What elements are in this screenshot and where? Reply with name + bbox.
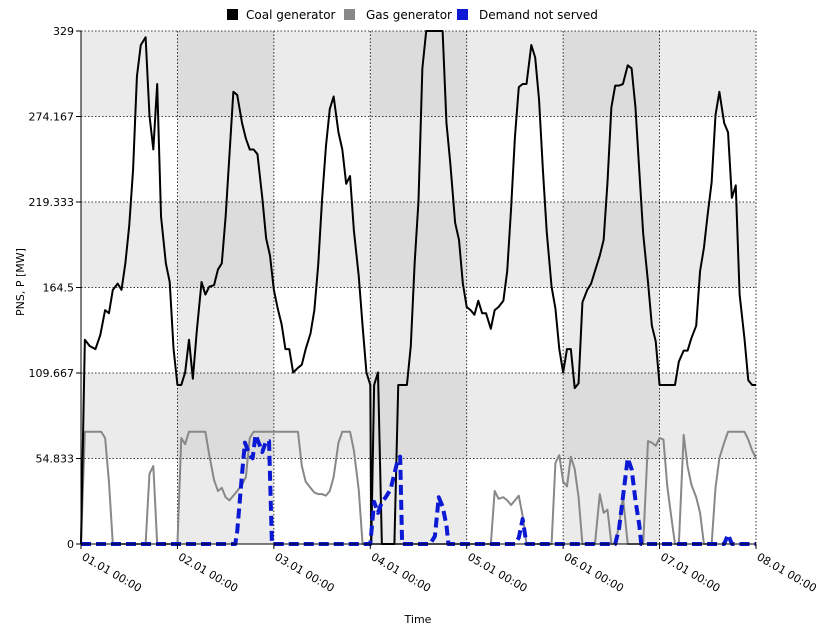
legend: Coal generator Gas generator Demand not … — [227, 8, 598, 22]
legend-item-dns[interactable]: Demand not served — [457, 8, 598, 22]
legend-label-coal: Coal generator — [246, 8, 336, 22]
y-tick-label: 164.5 — [43, 282, 75, 295]
x-axis-title: Time — [404, 613, 432, 626]
series-line-demand-not-served — [81, 432, 756, 546]
legend-label-dns: Demand not served — [479, 8, 598, 22]
y-axis-title: PNS, P [MW] — [14, 248, 27, 316]
legend-swatch-coal — [227, 9, 238, 20]
bg-band-cell — [177, 458, 274, 544]
legend-swatch-gas — [344, 9, 355, 20]
y-tick-label: 109.667 — [29, 367, 75, 380]
y-tick-labels: 0 54.833 109.667 164.5 219.333 274.167 329 — [29, 25, 81, 551]
bg-band-cell — [563, 116, 660, 202]
legend-swatch-dns — [457, 9, 468, 20]
y-tick-label: 329 — [53, 25, 74, 38]
bg-band-cell — [370, 373, 467, 459]
x-tick-label: 04.01 00:00 — [369, 550, 433, 595]
x-tick-label: 07.01 00:00 — [658, 550, 722, 595]
bg-band-cell — [177, 287, 274, 373]
legend-item-coal[interactable]: Coal generator — [227, 8, 336, 22]
x-tick-label: 06.01 00:00 — [562, 550, 626, 595]
x-tick-label: 05.01 00:00 — [465, 550, 529, 595]
y-tick-label: 0 — [67, 538, 74, 551]
x-tick-label: 08.01 00:00 — [755, 550, 819, 595]
y-tick-label: 274.167 — [29, 111, 75, 124]
x-tick-labels: 01.01 00:00 02.01 00:00 03.01 00:00 04.01 0… — [80, 544, 819, 595]
legend-item-gas[interactable]: Gas generator — [344, 8, 452, 22]
x-tick-label: 03.01 00:00 — [272, 550, 336, 595]
bg-band-cell — [177, 31, 274, 117]
y-tick-label: 54.833 — [36, 453, 75, 466]
bg-band-cell — [563, 373, 660, 459]
y-tick-label: 219.333 — [29, 196, 75, 209]
bg-band-cell — [370, 287, 467, 373]
x-tick-label: 01.01 00:00 — [80, 550, 144, 595]
bg-band-cell — [177, 116, 274, 202]
x-tick-label: 02.01 00:00 — [176, 550, 240, 595]
legend-label-gas: Gas generator — [366, 8, 452, 22]
series-line-coal-generator — [80, 30, 756, 545]
bg-band-cell — [370, 458, 467, 544]
bg-band-cell — [563, 287, 660, 373]
bg-band-cell — [370, 31, 467, 117]
